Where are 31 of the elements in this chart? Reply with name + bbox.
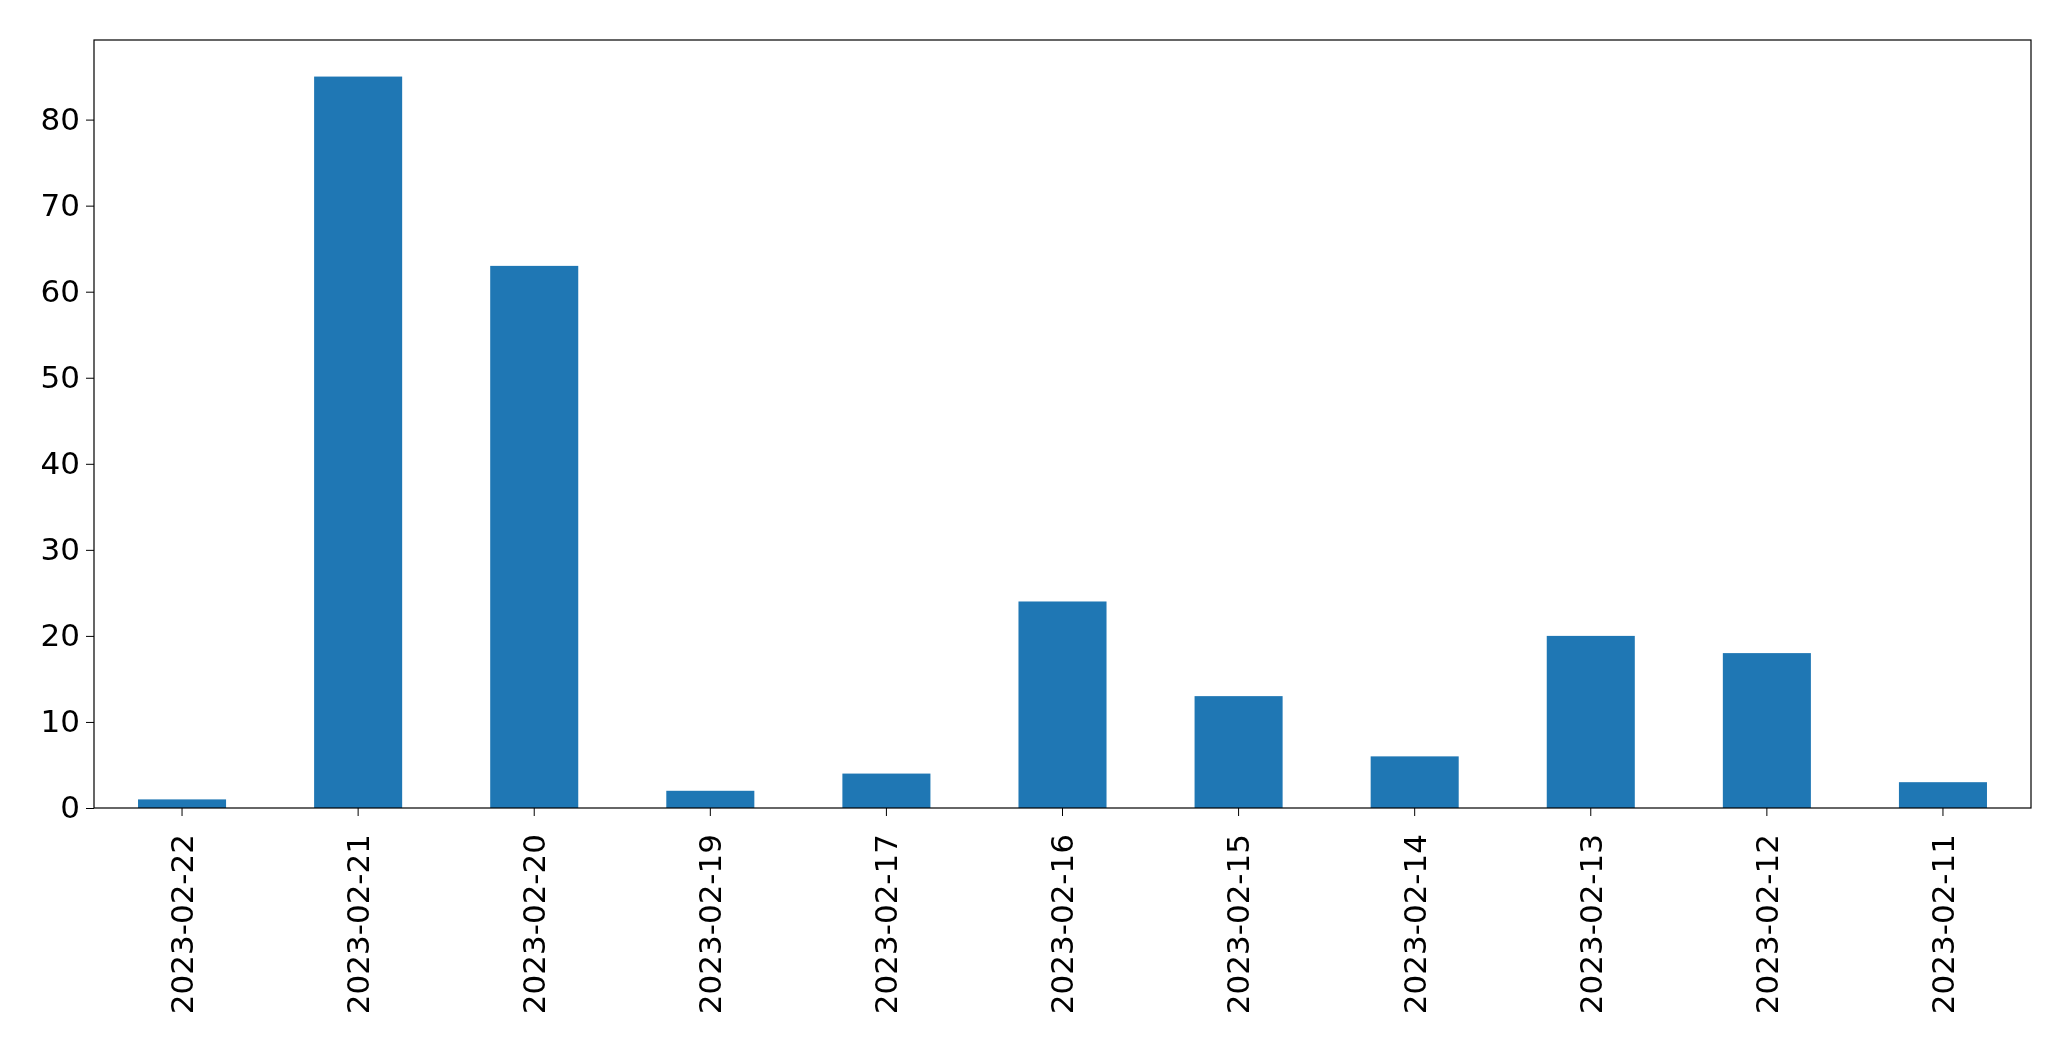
x-tick-label: 2023-02-11: [1924, 834, 1961, 1015]
y-tick-label: 10: [40, 703, 80, 740]
bar: [490, 265, 579, 808]
x-tick-label: 2023-02-21: [339, 834, 376, 1015]
bar: [1546, 635, 1635, 808]
x-tick-label: 2023-02-19: [692, 834, 729, 1015]
x-tick-label: 2023-02-15: [1220, 834, 1257, 1015]
bar: [138, 799, 227, 808]
bar: [1898, 782, 1987, 808]
bar: [842, 773, 931, 808]
y-tick-label: 80: [40, 101, 80, 138]
x-tick-label: 2023-02-12: [1748, 834, 1785, 1015]
y-tick-label: 40: [40, 445, 80, 482]
y-tick-label: 70: [40, 187, 80, 224]
bar: [1722, 653, 1811, 808]
x-tick-label: 2023-02-17: [868, 834, 905, 1015]
y-tick-label: 20: [40, 617, 80, 654]
x-tick-label: 2023-02-20: [516, 834, 553, 1015]
bar: [1370, 756, 1459, 808]
y-tick-label: 30: [40, 531, 80, 568]
x-tick-label: 2023-02-14: [1396, 834, 1433, 1015]
x-tick-label: 2023-02-13: [1572, 834, 1609, 1015]
y-tick-label: 0: [60, 789, 80, 826]
x-tick-label: 2023-02-22: [163, 834, 200, 1015]
y-tick-label: 50: [40, 359, 80, 396]
x-tick-label: 2023-02-16: [1044, 834, 1081, 1015]
bar: [666, 790, 755, 808]
y-tick-label: 60: [40, 273, 80, 310]
bar: [1194, 696, 1283, 808]
bar: [1018, 601, 1107, 808]
bar: [314, 76, 403, 808]
